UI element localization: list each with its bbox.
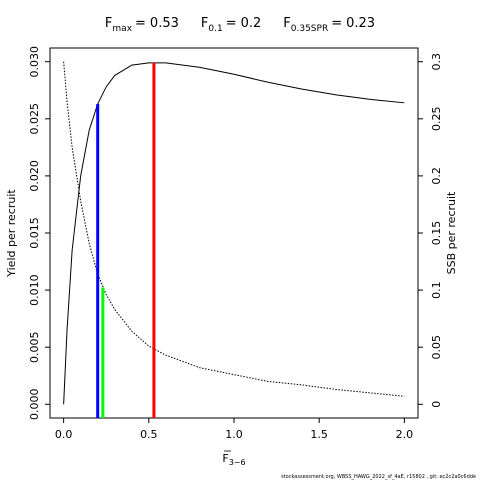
title-operator: =: [331, 16, 342, 31]
y2-tick-label: 0.2: [430, 167, 443, 185]
title-subscript: 0.1: [208, 24, 222, 34]
title-subscript: max: [112, 24, 132, 34]
y2-tick-label: 0.1: [430, 281, 443, 299]
footer: stockassessment.org, WBSS_HAWG_2022_sf_4…: [281, 474, 476, 480]
title-operator: =: [226, 16, 237, 31]
y-tick-label: 0.025: [28, 103, 41, 134]
title-value: 0.2: [241, 16, 262, 31]
curve: [63, 61, 405, 397]
y-tick-label: 0.005: [28, 331, 41, 363]
title-subscript: 0.35SPR: [291, 24, 328, 34]
plot-frame: [49, 47, 419, 419]
y-tick-label: 0.010: [28, 274, 41, 306]
y-tick-label: 0.020: [28, 160, 41, 192]
y2-tick-label: 0.05: [430, 335, 443, 360]
x-tick-label: 0.5: [140, 428, 158, 441]
title-value: 0.53: [150, 16, 179, 31]
curve: [63, 62, 405, 405]
x-tick-label: 1.5: [310, 428, 328, 441]
title-operator: =: [135, 16, 146, 31]
y-axis-label: Yield per recruit: [5, 189, 18, 278]
title-symbol: F: [283, 16, 290, 31]
y2-tick-label: 0: [430, 401, 443, 408]
x-tick-label: 1.0: [225, 428, 243, 441]
y2-tick-label: 0.3: [430, 53, 443, 71]
x-label-subscript: 3−6: [229, 458, 246, 467]
y2-axis-label: SSB per recruit: [445, 191, 458, 274]
y-tick-label: 0.015: [28, 217, 41, 249]
y2-tick-label: 0.15: [430, 221, 443, 246]
y-tick-label: 0.030: [28, 46, 41, 78]
x-label-symbol: F: [222, 452, 228, 465]
x-tick-label: 2.0: [396, 428, 414, 441]
x-tick-label: 0.0: [55, 428, 73, 441]
title-value: 0.23: [346, 16, 375, 31]
title-symbol: F: [105, 16, 112, 31]
y2-tick-label: 0.25: [430, 107, 443, 131]
chart-title: Fmax = 0.53 F0.1 = 0.2 F0.35SPR = 0.23: [105, 16, 375, 34]
y-tick-label: 0.000: [28, 389, 41, 421]
title-symbol: F: [201, 16, 208, 31]
x-axis-label: F3−6: [222, 452, 245, 467]
